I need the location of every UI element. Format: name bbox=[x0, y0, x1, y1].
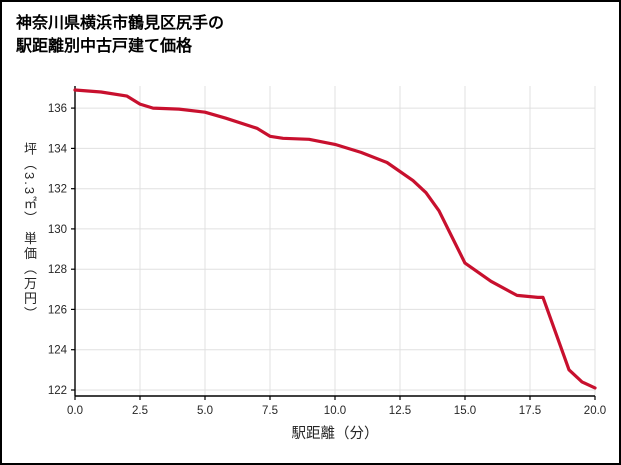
y-tick-label: 134 bbox=[48, 143, 68, 155]
x-axis-label: 駅距離（分） bbox=[291, 426, 379, 442]
x-tick-label: 12.5 bbox=[389, 405, 411, 417]
y-tick-label: 128 bbox=[48, 264, 67, 276]
y-tick-label: 136 bbox=[48, 103, 67, 115]
y-tick-label: 124 bbox=[48, 345, 68, 357]
x-tick-label: 5.0 bbox=[197, 405, 213, 417]
x-tick-label: 2.5 bbox=[132, 405, 148, 417]
price-line-series bbox=[73, 88, 597, 390]
y-tick-label: 122 bbox=[48, 385, 67, 397]
x-tick-label: 15.0 bbox=[454, 405, 476, 417]
y-tick-label: 130 bbox=[48, 224, 67, 236]
chart-title-line1: 神奈川県横浜市鶴見区尻手の bbox=[16, 15, 225, 32]
x-tick-label: 7.5 bbox=[262, 405, 278, 417]
y-tick-label: 132 bbox=[48, 184, 67, 196]
y-tick-label: 126 bbox=[48, 304, 67, 316]
price-line-chart: 0.0 2.5 5.0 7.5 10.0 12.5 15.0 17.5 20.0 122 124 12… bbox=[48, 86, 606, 417]
chart-title-line2: 駅距離別中古戸建て価格 bbox=[16, 38, 193, 56]
x-tick-label: 10.0 bbox=[324, 405, 346, 417]
x-tick-label: 17.5 bbox=[519, 405, 541, 417]
x-tick-label: 20.0 bbox=[584, 405, 606, 417]
y-axis-label: 坪（3.3㎡） 単価（万円） bbox=[22, 142, 37, 322]
x-tick-label: 0.0 bbox=[67, 405, 83, 417]
chart-title: 神奈川県横浜市鶴見区尻手の 駅距離別中古戸建て価格 bbox=[16, 12, 224, 58]
